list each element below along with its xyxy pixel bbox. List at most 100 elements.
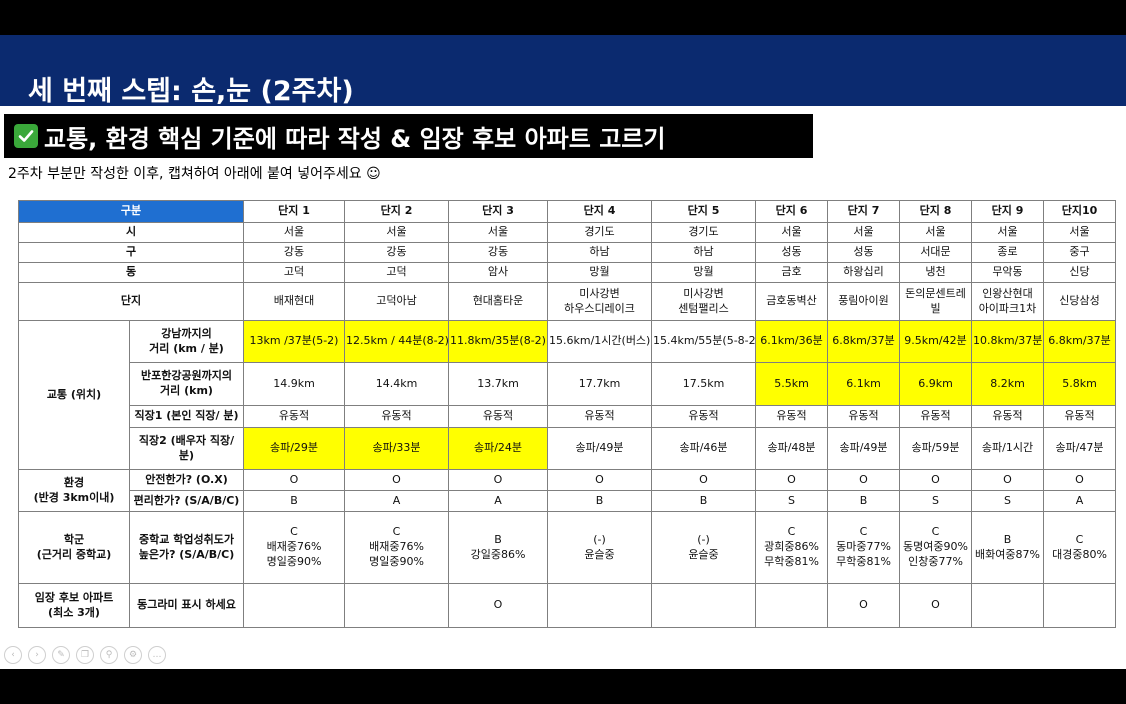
column-header: 단지 2 bbox=[344, 200, 449, 223]
data-cell: C 광희중86% 무학중81% bbox=[755, 511, 828, 584]
data-cell: 신당삼성 bbox=[1043, 282, 1116, 321]
pen-icon[interactable]: ✎ bbox=[52, 646, 70, 664]
data-cell: 송파/33분 bbox=[344, 427, 449, 470]
table-row: 직장2 (배우자 직장/분) 송파/29분 송파/33분 송파/24분 송파/49분 송파… bbox=[19, 427, 1116, 470]
group-label-school: 학군 (근거리 중학교) bbox=[18, 511, 130, 584]
data-cell: 금호 bbox=[755, 262, 828, 283]
data-cell: C 동마중77% 무학중81% bbox=[827, 511, 900, 584]
data-cell: 송파/59분 bbox=[899, 427, 972, 470]
table-row: 교통 (위치) 강남까지의 거리 (km / 분) 13km /37분(5-2) 12.… bbox=[18, 320, 1116, 470]
table-row: 임장 후보 아파트 (최소 3개) 동그라미 표시 하세요 O O O bbox=[18, 583, 1116, 628]
data-cell: 8.2km bbox=[971, 362, 1044, 406]
data-cell: 고덕 bbox=[243, 262, 345, 283]
row-label: 강남까지의 거리 (km / 분) bbox=[129, 320, 244, 363]
column-header: 단지 6 bbox=[755, 200, 828, 223]
table-body: 구분 단지 1 단지 2 단지 3 단지 4 단지 5 단지 6 단지 7 단지 8 단지 9 단지… bbox=[18, 200, 1116, 628]
data-cell: 송파/49분 bbox=[827, 427, 900, 470]
data-cell: 10.8km/37분 bbox=[971, 320, 1044, 363]
candidate-cell bbox=[243, 583, 345, 628]
data-cell: 15.4km/55분(5-8-2) bbox=[651, 320, 756, 363]
data-cell: 유동적 bbox=[344, 405, 449, 428]
data-cell: 미사강변 센텀팰리스 bbox=[651, 282, 756, 321]
data-cell: 하남 bbox=[547, 242, 652, 263]
row-label: 시 bbox=[18, 222, 244, 243]
table-row: 구 강동 강동 강동 하남 하남 성동 성동 서대문 종로 중구 bbox=[18, 242, 1116, 263]
prev-icon[interactable]: ‹ bbox=[4, 646, 22, 664]
more-icon[interactable]: … bbox=[148, 646, 166, 664]
table-row: 환경 (반경 3km이내) 안전한가? (O.X) O O O O O O O O O O bbox=[18, 469, 1116, 512]
data-cell: 하왕십리 bbox=[827, 262, 900, 283]
column-header: 단지 4 bbox=[547, 200, 652, 223]
data-cell: O bbox=[243, 469, 345, 491]
data-cell: 11.8km/35분(8-2) bbox=[448, 320, 548, 363]
data-cell: A bbox=[344, 490, 449, 512]
data-cell: O bbox=[827, 469, 900, 491]
candidate-cell bbox=[755, 583, 828, 628]
subtitle-text: 교통, 환경 핵심 기준에 따라 작성 & 임장 후보 아파트 고르기 bbox=[44, 124, 666, 153]
subtitle-box: 교통, 환경 핵심 기준에 따라 작성 & 임장 후보 아파트 고르기 bbox=[4, 114, 813, 158]
column-header: 단지 8 bbox=[899, 200, 972, 223]
data-cell: 15.6km/1시간(버스) bbox=[547, 320, 652, 363]
data-cell: B 강일중86% bbox=[448, 511, 548, 584]
data-cell: 6.8km/37분 bbox=[1043, 320, 1116, 363]
candidate-cell: O bbox=[899, 583, 972, 628]
group-label-transport: 교통 (위치) bbox=[18, 320, 130, 470]
data-cell: S bbox=[971, 490, 1044, 512]
header-row: 구분 단지 1 단지 2 단지 3 단지 4 단지 5 단지 6 단지 7 단지 8 단지 9 단지… bbox=[18, 200, 1116, 223]
column-header: 단지 9 bbox=[971, 200, 1044, 223]
data-cell: 송파/24분 bbox=[448, 427, 548, 470]
data-cell: C 대경중80% bbox=[1043, 511, 1116, 584]
data-cell: 유동적 bbox=[1043, 405, 1116, 428]
slide: 세 번째 스텝: 손,눈 (2주차) 교통, 환경 핵심 기준에 따라 작성 &… bbox=[0, 35, 1126, 669]
data-cell: 경기도 bbox=[547, 222, 652, 243]
copy-icon[interactable]: ❐ bbox=[76, 646, 94, 664]
data-cell: 12.5km / 44분(8-2) bbox=[344, 320, 449, 363]
next-icon[interactable]: › bbox=[28, 646, 46, 664]
data-cell: B bbox=[547, 490, 652, 512]
table-row: 편리한가? (S/A/B/C) B A A B B S B S S A bbox=[19, 490, 1116, 512]
data-cell: 13km /37분(5-2) bbox=[243, 320, 345, 363]
data-cell: O bbox=[971, 469, 1044, 491]
data-cell: S bbox=[899, 490, 972, 512]
table-row: 학군 (근거리 중학교) 중학교 학업성취도가 높은가? (S/A/B/C) C 배재중7… bbox=[18, 511, 1116, 584]
data-cell: 서울 bbox=[971, 222, 1044, 243]
data-cell: 유동적 bbox=[899, 405, 972, 428]
candidate-cell bbox=[1043, 583, 1116, 628]
slide-nav-controls: ‹ › ✎ ❐ ⚲ ⚙ … bbox=[4, 646, 166, 664]
table-row: 직장1 (본인 직장/ 분) 유동적 유동적 유동적 유동적 유동적 유동적 유동적 유동적 유동… bbox=[19, 405, 1116, 428]
data-cell: 13.7km bbox=[448, 362, 548, 406]
data-cell: 6.9km bbox=[899, 362, 972, 406]
data-cell: 유동적 bbox=[971, 405, 1044, 428]
data-cell: B 배화여중87% bbox=[971, 511, 1044, 584]
settings-icon[interactable]: ⚙ bbox=[124, 646, 142, 664]
data-cell: 성동 bbox=[827, 242, 900, 263]
data-cell: 미사강변 하우스디레이크 bbox=[547, 282, 652, 321]
data-cell: 14.9km bbox=[243, 362, 345, 406]
data-cell: 송파/29분 bbox=[243, 427, 345, 470]
row-label: 직장1 (본인 직장/ 분) bbox=[129, 405, 244, 428]
data-cell: C 배재중76% 명일중90% bbox=[243, 511, 345, 584]
title-band: 세 번째 스텝: 손,눈 (2주차) bbox=[0, 35, 1126, 107]
data-cell: 암사 bbox=[448, 262, 548, 283]
data-cell: 돈의문센트레빌 bbox=[899, 282, 972, 321]
candidate-cell bbox=[651, 583, 756, 628]
data-cell: O bbox=[651, 469, 756, 491]
data-cell: 강동 bbox=[344, 242, 449, 263]
data-cell: B bbox=[651, 490, 756, 512]
table-row: 반포한강공원까지의 거리 (km) 14.9km 14.4km 13.7km 17.7km… bbox=[19, 362, 1116, 406]
instruction-text: 2주차 부분만 작성한 이후, 캡쳐하여 아래에 붙여 넣어주세요 ☺ bbox=[8, 166, 381, 182]
data-cell: 금호동벽산 bbox=[755, 282, 828, 321]
top-black-bar bbox=[0, 0, 1126, 35]
checkmark-icon bbox=[14, 124, 38, 148]
zoom-icon[interactable]: ⚲ bbox=[100, 646, 118, 664]
row-label: 동그라미 표시 하세요 bbox=[129, 583, 244, 628]
data-cell: 14.4km bbox=[344, 362, 449, 406]
data-cell: S bbox=[755, 490, 828, 512]
row-label: 편리한가? (S/A/B/C) bbox=[129, 490, 244, 512]
data-cell: 송파/49분 bbox=[547, 427, 652, 470]
data-cell: 유동적 bbox=[651, 405, 756, 428]
row-label: 동 bbox=[18, 262, 244, 283]
candidate-cell bbox=[344, 583, 449, 628]
table-row: 단지 배재현대 고덕아남 현대홈타운 미사강변 하우스디레이크 미사강변 센텀팰리스 금호동벽산… bbox=[18, 282, 1116, 321]
candidate-cell bbox=[547, 583, 652, 628]
